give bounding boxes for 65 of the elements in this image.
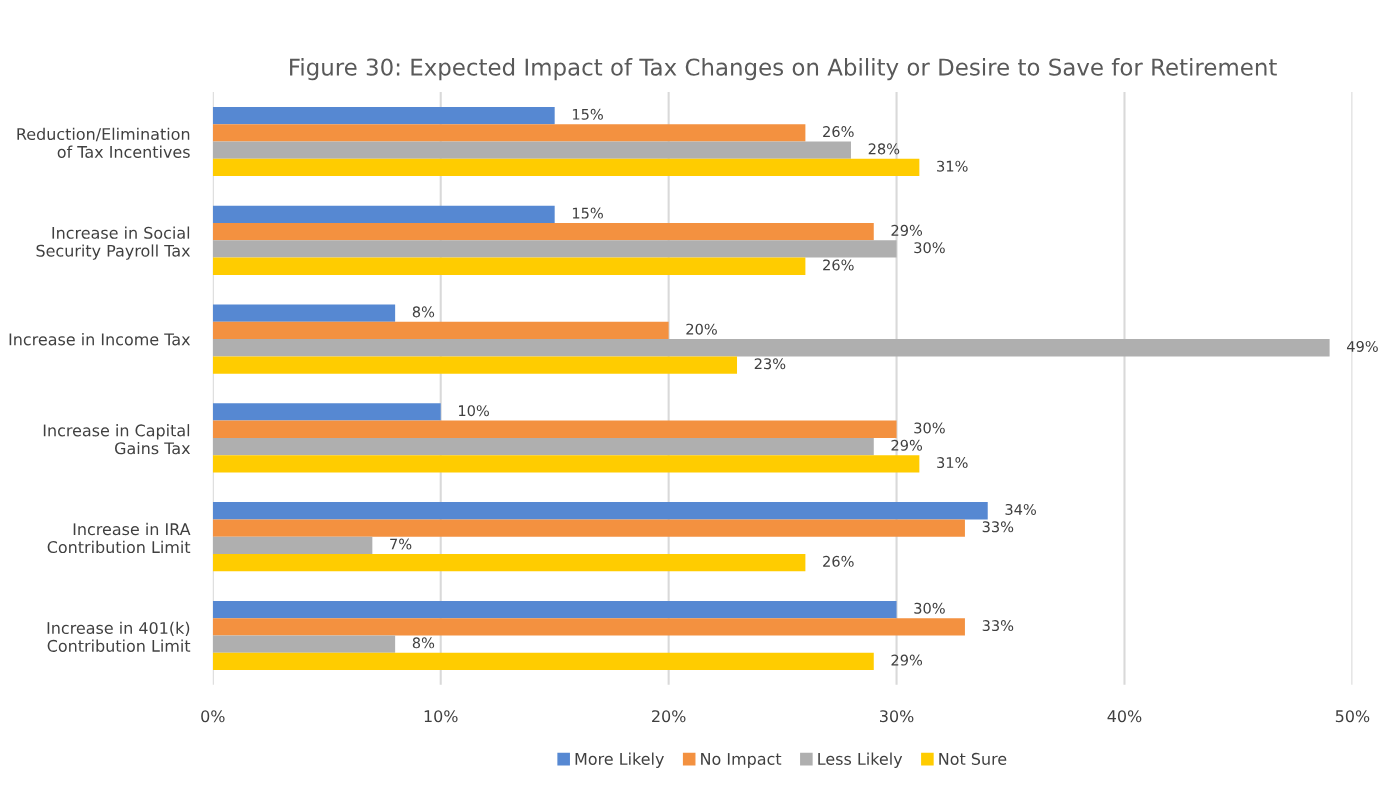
data-label: 20% [686, 323, 717, 335]
data-label: 23% [754, 358, 786, 370]
y-tick-label: Increase in Capital Gains Tax [43, 424, 191, 455]
data-label: 31% [937, 457, 968, 469]
data-label: 29% [891, 654, 923, 666]
legend-label: Less Likely [818, 752, 903, 769]
x-tick-label: 50% [1335, 710, 1370, 723]
legend-label: No Impact [701, 753, 782, 769]
data-label: 26% [823, 126, 854, 138]
x-tick-label: 30% [880, 710, 914, 723]
bar [212, 240, 897, 258]
legend-label: Not Sure [939, 752, 1007, 765]
x-tick-label: 40% [1107, 710, 1142, 723]
bar [212, 635, 396, 653]
data-label: 30% [914, 602, 945, 614]
data-label: 49% [1346, 340, 1378, 352]
data-label: 8% [412, 637, 435, 649]
bar [212, 257, 806, 275]
y-tick-label: Reduction/Elimination of Tax Incentives [17, 127, 190, 158]
bar [212, 600, 897, 619]
bar [212, 420, 897, 438]
bar [212, 455, 920, 473]
bar [212, 158, 920, 177]
y-tick-label: Increase in Social Security Payroll Tax [36, 226, 191, 260]
bar [212, 502, 988, 520]
data-label: 29% [891, 224, 923, 236]
bar [212, 356, 738, 374]
bar [212, 618, 965, 636]
data-label: 8% [412, 306, 435, 318]
bar [212, 437, 874, 456]
data-label: 33% [982, 521, 1014, 533]
data-label: 15% [572, 108, 603, 120]
bar [212, 536, 373, 554]
data-label: 33% [982, 620, 1014, 632]
bar [212, 403, 441, 421]
bar [212, 339, 1330, 357]
x-tick-label: 0% [201, 710, 225, 723]
bar [212, 321, 669, 340]
x-tick-label: 20% [652, 710, 686, 723]
bar [212, 106, 555, 125]
data-label: 31% [937, 160, 968, 172]
bar [212, 141, 851, 159]
chart-title: Figure 30: Expected Impact of Tax Changes on Ability or Desire to Save for Retirement [290, 58, 1277, 81]
bar [212, 124, 806, 142]
bar [212, 205, 555, 224]
legend-label: More Likely [575, 752, 664, 769]
data-label: 30% [914, 422, 945, 434]
bar [212, 652, 874, 671]
data-label: 15% [572, 207, 603, 219]
data-label: 30% [914, 242, 945, 254]
bar [212, 223, 874, 241]
y-tick-label: Increase in 401(k) Contribution Limit [47, 621, 191, 652]
y-tick-label: Increase in Income Tax [9, 333, 191, 346]
data-label: 28% [868, 143, 900, 155]
bar [212, 519, 965, 537]
bar [212, 304, 396, 322]
data-label: 29% [891, 439, 923, 451]
x-tick-label: 10% [424, 710, 458, 723]
data-label: 7% [390, 538, 412, 550]
data-label: 34% [1005, 503, 1036, 515]
data-label: 10% [458, 405, 489, 417]
bar [212, 553, 806, 572]
y-tick-label: Increase in IRA Contribution Limit [47, 522, 191, 554]
data-label: 26% [823, 555, 854, 567]
data-label: 26% [823, 259, 854, 271]
